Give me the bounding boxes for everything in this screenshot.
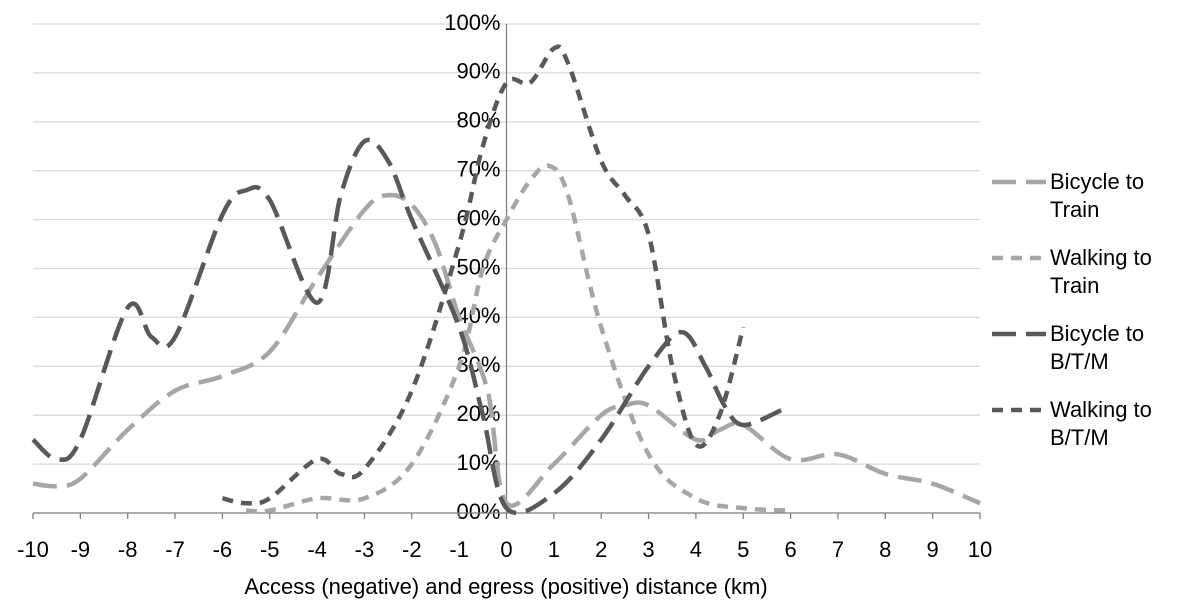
x-tick-label: 4 [690,537,702,562]
y-tick-label: 60% [456,205,500,230]
x-tick-label: -6 [213,537,233,562]
x-axis-title: Access (negative) and egress (positive) … [244,574,767,599]
x-tick-label: -8 [118,537,138,562]
y-tick-label: 40% [456,303,500,328]
x-tick-label: -7 [165,537,185,562]
legend-item: Bicycle to Train [990,168,1190,244]
x-tick-label: -5 [260,537,280,562]
x-tick-label: -3 [355,537,375,562]
y-tick-label: 80% [456,108,500,133]
x-tick-label: 2 [595,537,607,562]
x-tick-label: 0 [500,537,512,562]
legend-swatch [992,407,1046,413]
y-tick-label: 00% [456,499,500,524]
legend-label: Walking to B/T/M [1050,397,1152,450]
series-line [31,137,783,516]
series-line [221,44,746,506]
x-tick-label: -9 [71,537,91,562]
x-tick-label: -4 [307,537,327,562]
series-line [245,163,791,514]
legend-label: Walking to Train [1050,245,1152,298]
x-tick-label: -1 [449,537,469,562]
legend-item: Walking to B/T/M [990,396,1190,472]
legend-item: Bicycle to B/T/M [990,320,1190,396]
legend: Bicycle to Train Walking to Train Bicycle … [990,168,1190,472]
x-tick-label: 3 [642,537,654,562]
x-tick-label: 5 [737,537,749,562]
x-tick-label: 6 [784,537,796,562]
x-tick-label: 9 [927,537,939,562]
x-tick-label: -2 [402,537,422,562]
legend-item: Walking to Train [990,244,1190,320]
legend-swatch [992,331,1046,337]
legend-swatch [992,255,1046,261]
y-tick-label: 50% [456,254,500,279]
y-tick-label: 100% [444,10,500,35]
x-tick-label: 10 [968,537,992,562]
x-tick-label: 8 [879,537,891,562]
x-tick-label: 7 [832,537,844,562]
legend-label: Bicycle to B/T/M [1050,321,1145,374]
legend-swatch [992,179,1046,185]
x-tick-label: -10 [17,537,49,562]
y-tick-label: 90% [456,59,500,84]
x-tick-label: 1 [548,537,560,562]
legend-label: Bicycle to Train [1050,169,1145,222]
